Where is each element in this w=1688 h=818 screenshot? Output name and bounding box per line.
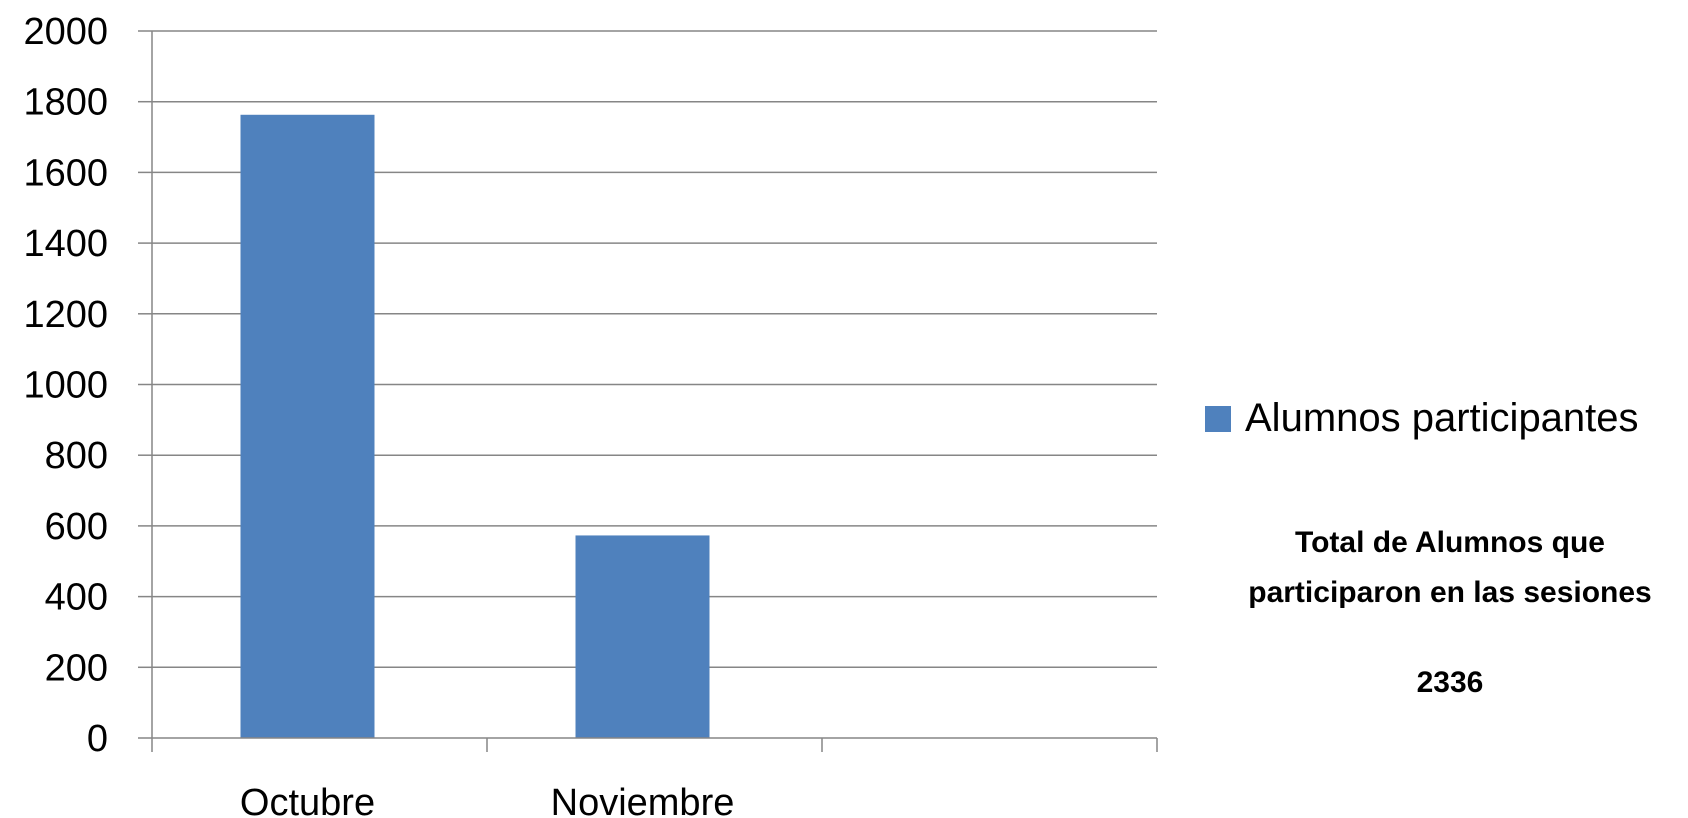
y-tick-label: 1400: [23, 223, 108, 265]
legend: Alumnos participantes: [1205, 396, 1639, 441]
legend-label: Alumnos participantes: [1245, 396, 1639, 440]
x-tick-label: Octubre: [240, 782, 375, 818]
bar: [240, 114, 375, 739]
y-tick-label: 1000: [23, 365, 108, 407]
note-line-1: Total de Alumnos que: [1294, 526, 1605, 559]
y-tick-label: 200: [45, 647, 108, 689]
bars: [240, 114, 710, 739]
y-tick-label: 1600: [23, 152, 108, 194]
y-tick-labels: 0 200 400 600 800 1000 1200 1400 1600 1800 2000: [23, 11, 108, 760]
y-tick-label: 1800: [23, 82, 108, 124]
y-tick-label: 400: [45, 577, 108, 619]
note-total-value: 2336: [1416, 666, 1484, 699]
legend-swatch: [1205, 405, 1231, 432]
bar: [575, 535, 710, 738]
y-tick-label: 2000: [23, 11, 108, 53]
x-tick-labels: Octubre Noviembre: [240, 782, 734, 818]
x-tick-label: Noviembre: [551, 782, 735, 818]
y-tick-label: 0: [87, 718, 108, 760]
axes: [138, 30, 1158, 752]
note-line-2: participaron en las sesiones: [1248, 576, 1652, 609]
total-note: Total de Alumnos que participaron en las…: [1215, 518, 1685, 708]
y-tick-label: 600: [45, 506, 108, 548]
y-tick-label: 1200: [23, 294, 108, 336]
y-tick-label: 800: [45, 435, 108, 477]
